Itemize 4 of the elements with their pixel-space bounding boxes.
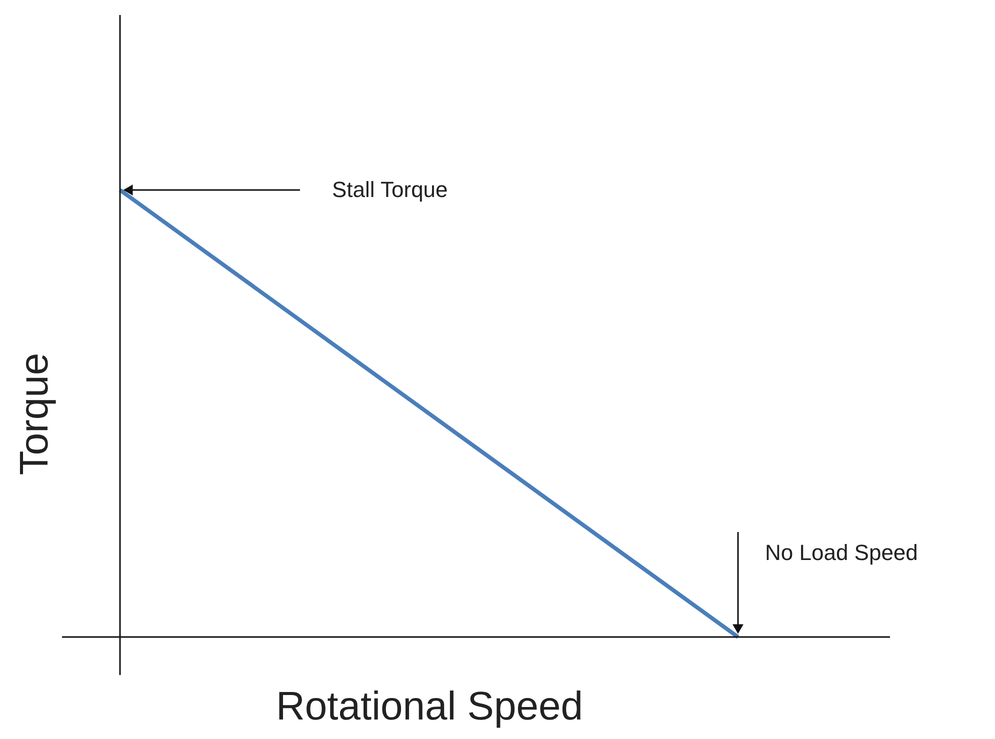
x-axis-title: Rotational Speed [276, 684, 583, 728]
annotation: No Load Speed [765, 540, 918, 565]
annotation: Stall Torque [332, 177, 448, 202]
y-axis-title: Torque [12, 352, 56, 476]
